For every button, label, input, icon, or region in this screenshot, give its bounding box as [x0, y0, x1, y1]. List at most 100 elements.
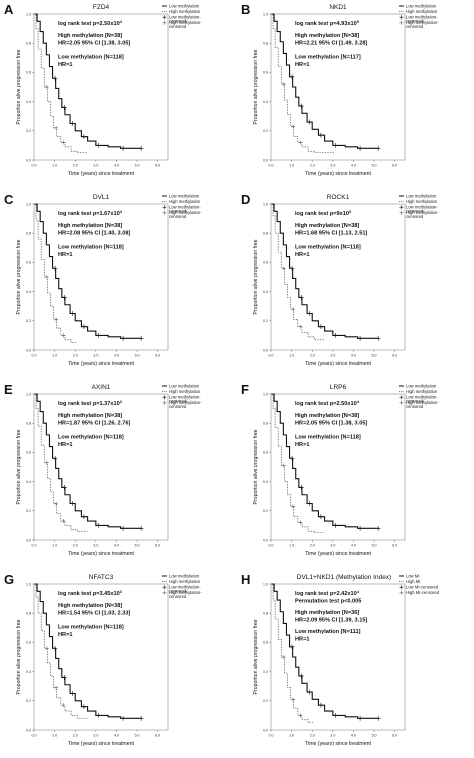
legend-label: Low MI-censored [406, 585, 439, 590]
legend-censor-swatch [162, 210, 167, 215]
annotation-text: Low methylation [N=118] [58, 55, 124, 61]
legend-label: High methylation-censored [406, 210, 439, 219]
y-tick-label: 0.0 [26, 728, 31, 732]
legend-label: Low methylation-censored [406, 15, 438, 24]
chart-panel-h: H DVL1+NKD1 (Methylation Index) 0.0 0.2 0.4 0… [241, 572, 440, 747]
x-tick-label: 4.0 [114, 354, 119, 358]
legend-label: High methylation-censored [406, 400, 439, 409]
y-axis-label: Proportion alive progression free [16, 619, 22, 694]
censor-mark [298, 713, 303, 718]
annotation-text: HR=2.05 95% CI [1.38, 3.05] [295, 421, 367, 427]
censor-mark [61, 703, 66, 708]
legend-label: High methylation-censored [169, 590, 202, 599]
legend-censor-swatch [399, 210, 404, 215]
y-tick-label: 0.4 [263, 670, 268, 674]
legend-censor-swatch [162, 395, 167, 400]
km-curve [34, 13, 88, 154]
censor-mark [61, 519, 66, 524]
annotation-text: HR=1 [58, 442, 72, 448]
censor-mark [307, 311, 312, 316]
y-tick-label: 0.2 [263, 319, 268, 323]
annotation-text: Low methylation [N=118] [58, 625, 124, 631]
x-tick-label: 6.0 [155, 544, 160, 548]
plot-frame [270, 13, 406, 161]
km-curve [34, 393, 142, 529]
panel-title: NKD1 [329, 4, 347, 11]
y-tick-label: 0.4 [263, 290, 268, 294]
x-tick-label: 2.0 [73, 544, 78, 548]
annotation-text: log rank test p=3.45x103 [58, 590, 122, 597]
legend-label: Low methylation [406, 3, 437, 8]
x-tick-label: 1.0 [52, 354, 57, 358]
x-tick-label: 0.0 [269, 164, 274, 168]
panel-letter: H [241, 572, 250, 587]
legend-label: Low methylation [169, 193, 200, 198]
y-tick-label: 1.0 [26, 202, 31, 206]
censor-mark [298, 295, 304, 300]
annotation-text: HR=1 [295, 442, 309, 448]
censor-mark [61, 333, 66, 338]
y-tick-label: 0.4 [26, 480, 31, 484]
annotation-text: log rank test p=9x103 [295, 210, 351, 217]
annotation-text: HR=1 [58, 632, 72, 638]
x-tick-label: 0.0 [32, 354, 37, 358]
y-tick-label: 0.0 [26, 158, 31, 162]
x-axis-label: Time (years) since treatment [68, 171, 134, 177]
legend-label: Low methylation-censored [169, 205, 201, 214]
y-tick-label: 0.8 [263, 232, 268, 236]
x-tick-label: 6.0 [392, 734, 397, 738]
legend-label: High methylation [169, 199, 201, 204]
annotation-text: High methylation [N=38] [295, 33, 359, 39]
censor-mark [54, 501, 59, 506]
km-curve [34, 393, 88, 532]
x-tick-label: 4.0 [114, 544, 119, 548]
annotation-text: log rank test p=2.50x104 [295, 400, 360, 407]
annotation-text: HR=1.54 95% CI [1.03, 2.33] [58, 611, 130, 617]
annotation-text: High methylation [N=36] [295, 610, 359, 616]
legend-censor-swatch [162, 590, 167, 595]
y-tick-label: 0.6 [263, 261, 268, 265]
censor-mark [52, 265, 58, 271]
panel-title: LRP6 [330, 384, 347, 391]
panel-title: FZD4 [93, 4, 110, 11]
legend-censor-swatch [162, 15, 167, 20]
censor-mark [332, 333, 338, 338]
plot-frame [33, 203, 169, 351]
censor-mark [289, 455, 295, 461]
x-tick-label: 5.0 [372, 164, 377, 168]
x-tick-label: 6.0 [155, 734, 160, 738]
x-tick-label: 2.0 [73, 164, 78, 168]
y-tick-label: 1.0 [26, 392, 31, 396]
censor-mark [357, 525, 363, 531]
annotation-text: HR=1.87 95% CI [1.26, 2.76] [58, 421, 130, 427]
legend-label: High methylation [406, 199, 438, 204]
censor-mark [61, 140, 66, 145]
km-curve [271, 583, 315, 724]
censor-mark [70, 121, 75, 126]
censor-mark [120, 335, 126, 341]
annotation-text: log rank test p=4.93x105 [295, 20, 359, 27]
censor-mark [120, 145, 126, 151]
censor-mark [61, 675, 67, 680]
annotation-text: log rank test p=1.37x103 [58, 400, 122, 407]
annotation-text: HR=2.08 95% CI [1.40, 3.08] [58, 231, 130, 237]
y-tick-label: 0.2 [263, 699, 268, 703]
km-curve [271, 203, 379, 339]
annotation-text: High methylation [N=38] [58, 33, 122, 39]
x-tick-label: 2.0 [310, 164, 315, 168]
legend-label: Low methylation [406, 193, 437, 198]
x-axis-label: Time (years) since treatment [305, 171, 371, 177]
panel-letter: D [241, 192, 250, 207]
chart-panel-e: E AXIN1 0.0 0.2 0.4 0.6 0.8 1.0 0.0 1.0 2.0 3.0 4.0 5… [4, 382, 202, 557]
panel-letter: B [241, 2, 250, 17]
panel-letter: G [4, 572, 14, 587]
x-tick-label: 1.0 [52, 164, 57, 168]
y-tick-label: 0.4 [26, 670, 31, 674]
x-tick-label: 3.0 [330, 544, 335, 548]
legend-label: Low methylation-censored [169, 395, 201, 404]
x-tick-label: 0.0 [269, 354, 274, 358]
y-tick-label: 1.0 [263, 392, 268, 396]
km-curve [271, 393, 379, 529]
x-tick-label: 4.0 [351, 544, 356, 548]
legend-label: Low methylation [169, 573, 200, 578]
